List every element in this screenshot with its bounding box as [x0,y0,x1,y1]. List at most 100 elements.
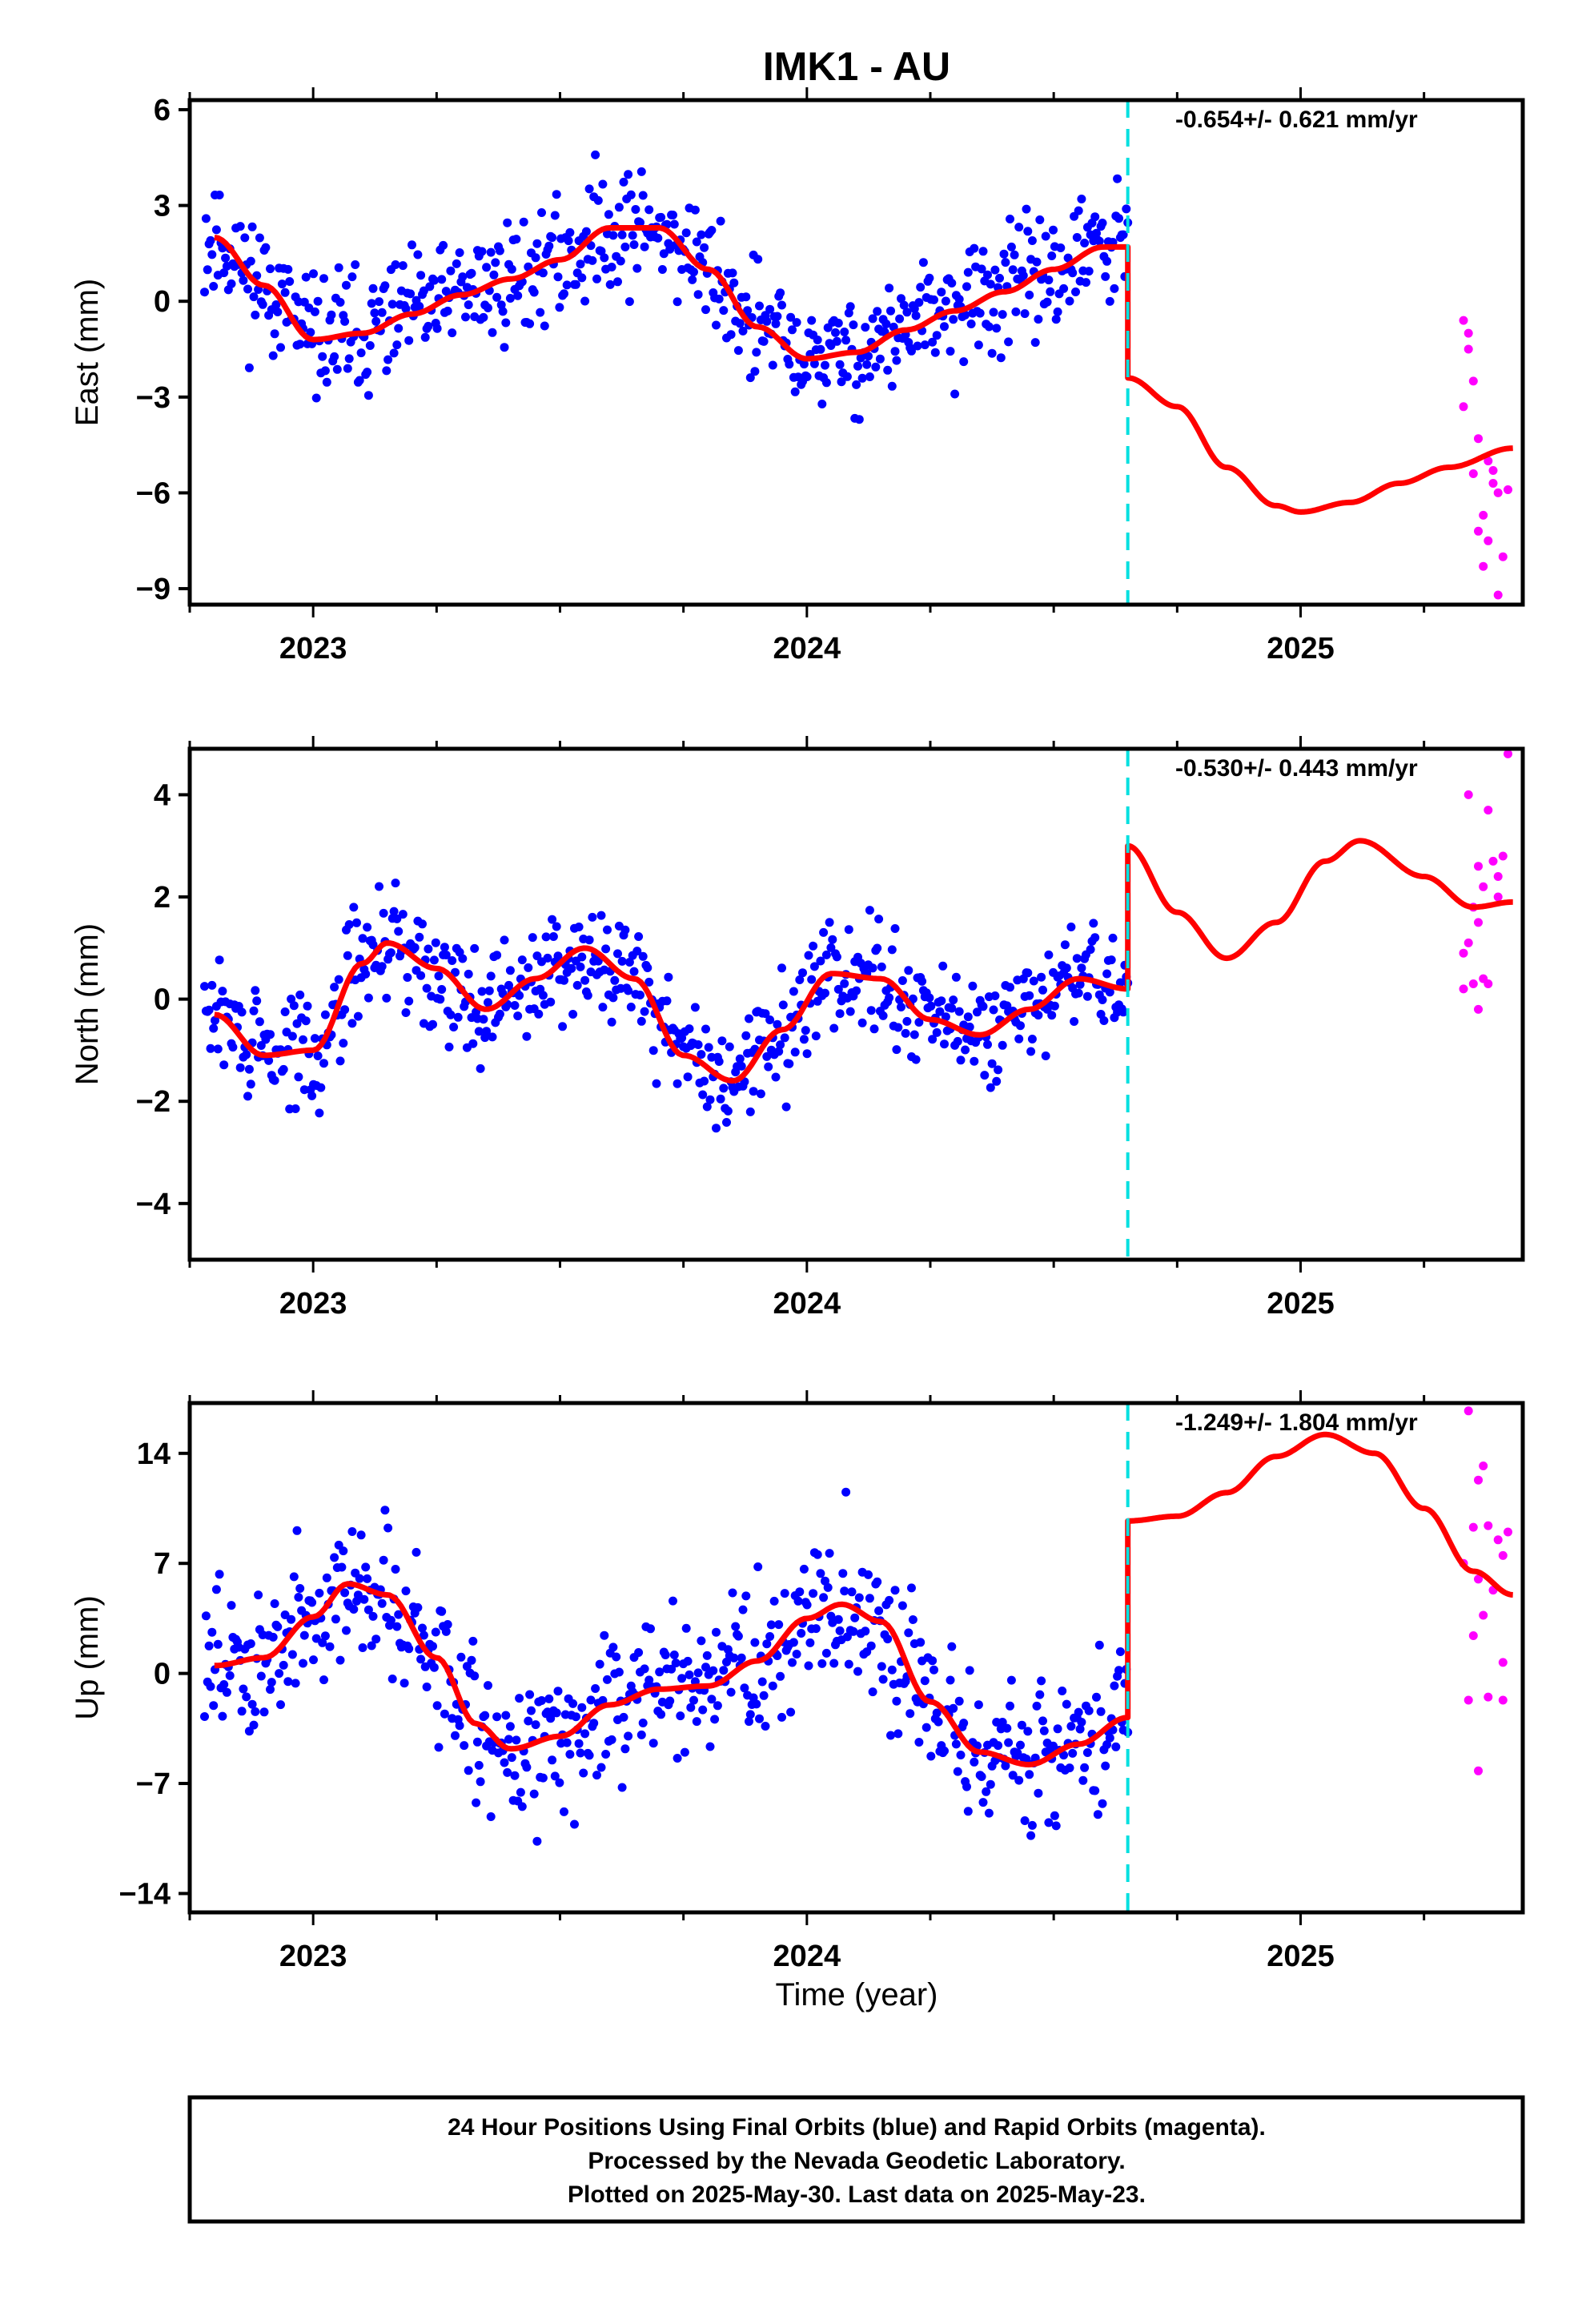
final-orbit-point [671,1659,681,1668]
final-orbit-point [616,256,625,266]
final-orbit-point [596,911,606,920]
final-orbit-point [920,1676,930,1686]
final-orbit-point [986,279,995,289]
final-orbit-point [949,995,958,1005]
final-orbit-point [940,1746,949,1755]
final-orbit-point [567,963,576,973]
final-orbit-point [398,910,408,919]
final-orbit-point [689,267,698,277]
final-orbit-point [448,956,457,965]
final-orbit-point [419,1630,428,1640]
final-orbit-point [351,260,360,269]
final-orbit-point [572,980,582,990]
final-orbit-point [768,360,777,370]
final-orbit-point [733,346,743,356]
final-orbit-point [591,150,600,159]
final-orbit-point [962,282,971,292]
final-orbit-point [907,1583,916,1593]
final-orbit-point [995,273,1004,283]
final-orbit-point [429,1663,439,1672]
final-orbit-point [752,1699,761,1709]
final-orbit-point [468,1039,478,1048]
final-orbit-point [1071,287,1080,296]
final-orbit-point [332,364,342,374]
final-orbit-point [580,1729,590,1739]
final-orbit-point [401,1008,411,1017]
final-orbit-point [722,1118,731,1127]
final-orbit-point [479,1015,488,1024]
final-orbit-point [864,1570,873,1579]
final-orbit-point [626,1003,636,1011]
final-orbit-point [1050,1001,1059,1011]
final-orbit-point [954,295,964,304]
final-orbit-point [908,1615,917,1624]
final-orbit-point [488,328,497,337]
final-orbit-point [698,1090,708,1100]
final-orbit-point [819,927,829,937]
final-orbit-point [1068,1748,1078,1758]
final-orbit-point [550,1771,560,1781]
final-orbit-point [741,1031,751,1040]
final-orbit-point [861,323,870,332]
final-orbit-point [1023,1727,1033,1736]
final-orbit-point [1023,227,1033,236]
final-orbit-point [874,1606,884,1615]
rapid-orbit-point [1498,1658,1508,1667]
final-orbit-point [1098,219,1107,227]
final-orbit-point [792,1650,801,1659]
final-orbit-point [441,951,451,959]
final-orbit-point [829,1023,839,1033]
final-orbit-point [705,1095,715,1104]
final-orbit-point [221,253,231,263]
final-orbit-point [620,1744,630,1754]
final-orbit-point [598,1003,608,1012]
final-orbit-point [802,1049,812,1059]
final-orbit-point [805,1638,815,1647]
rapid-orbit-point [1474,918,1483,927]
final-orbit-point [277,279,287,289]
final-orbit-point [456,1652,466,1662]
final-orbit-point [242,1692,251,1702]
final-orbit-point [593,956,603,966]
final-orbit-point [866,1641,876,1651]
final-orbit-point [692,237,701,247]
final-orbit-point [1115,978,1125,987]
final-orbit-point [966,320,976,328]
final-orbit-point [389,348,399,358]
footer-line-2: Processed by the Nevada Geodetic Laborat… [588,2148,1125,2174]
final-orbit-point [865,906,874,915]
final-orbit-point [1063,253,1073,263]
final-orbit-point [984,1808,994,1818]
final-orbit-point [392,914,402,923]
final-orbit-point [771,1072,781,1082]
final-orbit-point [347,1527,357,1536]
final-orbit-point [581,227,591,236]
final-orbit-point [555,303,564,312]
final-orbit-point [240,233,250,243]
final-orbit-point [482,1027,492,1036]
final-orbit-point [1072,233,1082,242]
final-orbit-point [636,1016,646,1026]
final-orbit-point [1026,1047,1036,1056]
final-orbit-point [548,932,558,941]
final-orbit-point [552,190,561,199]
final-orbit-point [789,1638,798,1647]
final-orbit-point [613,277,622,287]
final-orbit-point [488,1032,497,1042]
rapid-orbit-point [1498,1550,1508,1560]
final-orbit-point [242,1050,251,1059]
final-orbit-point [970,1757,979,1767]
final-orbit-point [690,205,700,215]
final-orbit-point [571,279,580,289]
final-orbit-point [568,1010,578,1019]
final-orbit-point [335,1056,345,1066]
final-orbit-point [816,344,825,354]
final-orbit-point [926,1751,936,1761]
final-orbit-point [737,1653,746,1663]
final-orbit-point [707,1695,717,1704]
final-orbit-point [840,979,849,988]
final-orbit-point [728,268,737,278]
up-rate-label: -1.249+/- 1.804 mm/yr [1175,1409,1418,1436]
final-orbit-point [1004,337,1014,347]
